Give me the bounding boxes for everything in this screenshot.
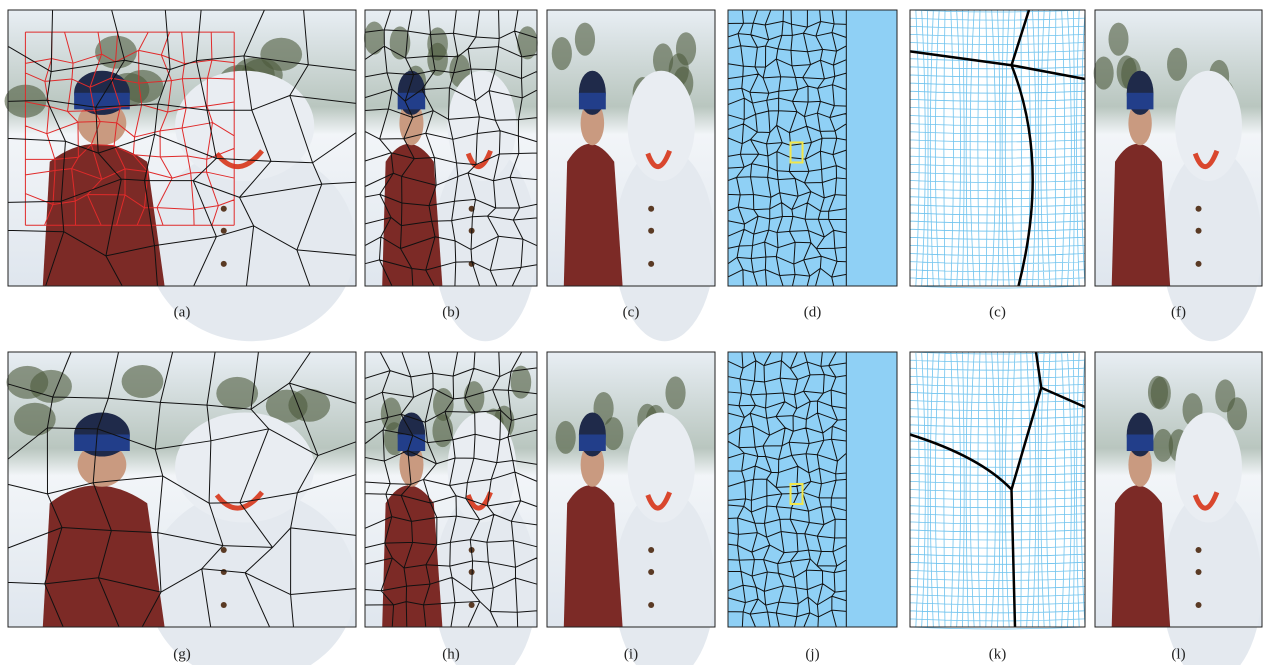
button: [648, 228, 654, 234]
panel: (g): [6, 352, 356, 665]
tree: [556, 421, 576, 454]
panel-label: (l): [1171, 646, 1185, 662]
coat: [43, 485, 165, 627]
panel: (a): [5, 10, 356, 341]
panel-label: (f): [1171, 304, 1186, 320]
button: [221, 261, 227, 267]
panel: (d): [728, 10, 897, 320]
panel: (h): [365, 352, 537, 665]
button: [221, 228, 227, 234]
tree: [14, 403, 56, 436]
hat-band: [1127, 435, 1154, 452]
tree: [381, 397, 402, 430]
coat: [382, 144, 442, 286]
hat-band: [579, 435, 606, 452]
button: [648, 569, 654, 575]
coat: [564, 144, 623, 286]
tree: [1151, 377, 1171, 410]
coat: [1112, 485, 1170, 627]
panel-label: (b): [442, 304, 460, 320]
blue-bg: [728, 352, 897, 627]
panel-label: (a): [174, 304, 191, 320]
coat: [43, 144, 165, 286]
coat: [1112, 144, 1170, 286]
button: [648, 602, 654, 608]
panel-label: (j): [805, 646, 819, 662]
panel-label: (i): [624, 646, 638, 662]
panel-label: (g): [173, 646, 191, 662]
figure: (a) (b) (c) (d) (c) (f) (g) (h) (i) (j) (k) (l): [0, 0, 1267, 665]
button: [1196, 206, 1202, 212]
button: [648, 206, 654, 212]
button: [1196, 261, 1202, 267]
button: [648, 261, 654, 267]
tree: [552, 37, 572, 70]
button: [469, 602, 475, 608]
panel: (c): [910, 10, 1085, 320]
panel-label: (c): [989, 304, 1006, 320]
button: [221, 602, 227, 608]
panel: (k): [910, 352, 1085, 662]
tree: [665, 376, 685, 409]
hat-band: [398, 435, 426, 452]
button: [1196, 569, 1202, 575]
button: [221, 206, 227, 212]
panel: (i): [547, 352, 715, 665]
panel-label: (k): [989, 646, 1007, 662]
hat-band: [398, 93, 426, 110]
tree: [1094, 57, 1114, 90]
button: [221, 569, 227, 575]
coat: [564, 485, 623, 627]
tree: [260, 38, 302, 71]
tree: [122, 365, 164, 398]
hat-band: [579, 93, 606, 110]
tree: [1108, 23, 1128, 56]
panel: (f): [1094, 10, 1262, 341]
button: [1196, 602, 1202, 608]
button: [1196, 228, 1202, 234]
panel: (j): [728, 352, 897, 662]
panel: (c): [547, 10, 715, 341]
panel: (b): [364, 10, 538, 341]
tree: [1215, 379, 1235, 412]
button: [1196, 547, 1202, 553]
button: [221, 547, 227, 553]
hat-band: [1127, 93, 1154, 110]
tree: [1167, 48, 1187, 81]
panel-label: (h): [442, 646, 460, 662]
panel-label: (c): [623, 304, 640, 320]
button: [648, 547, 654, 553]
panel: (l): [1095, 352, 1262, 665]
panel-label: (d): [804, 304, 822, 320]
tree: [575, 23, 595, 56]
tree: [364, 21, 385, 54]
